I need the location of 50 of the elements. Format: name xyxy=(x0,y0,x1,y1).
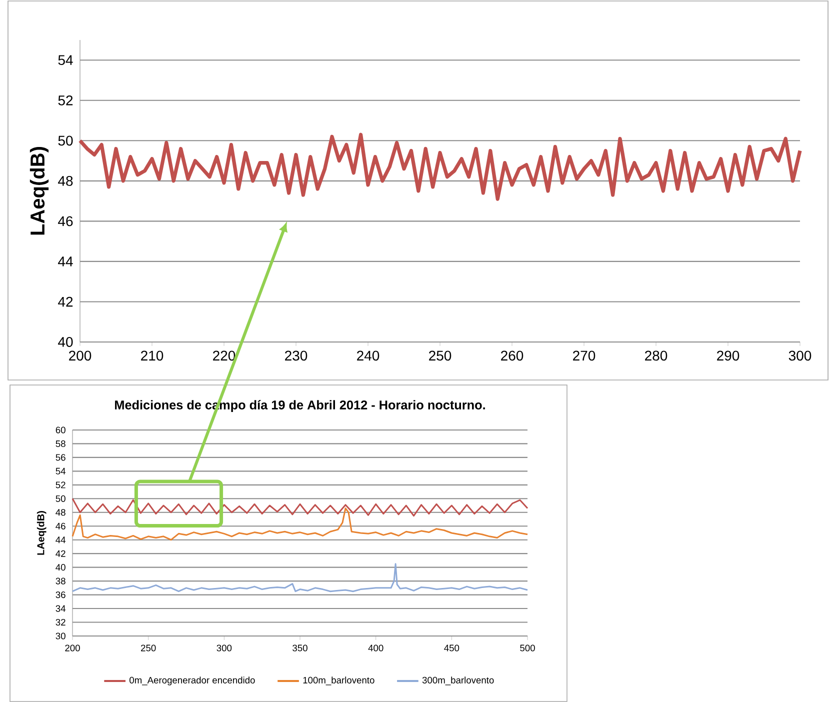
y-tick-label: 50 xyxy=(56,495,66,502)
y-tick-label: 44 xyxy=(58,256,73,266)
x-tick-label: 250 xyxy=(429,350,452,361)
y-tick-label: 48 xyxy=(58,176,73,186)
y-tick-label: 32 xyxy=(56,618,66,626)
x-tick-label: 290 xyxy=(717,350,740,361)
y-tick-label: 30 xyxy=(56,632,66,640)
legend-label: 300m_barlovento xyxy=(422,676,494,686)
x-tick-label: 500 xyxy=(520,644,535,652)
y-tick-label: 54 xyxy=(56,468,66,474)
x-tick-label: 270 xyxy=(573,350,596,361)
y-axis-title: LAeq(dB) xyxy=(36,511,46,555)
y-axis-title: LAeq(dB) xyxy=(30,146,49,235)
y-tick-label: 42 xyxy=(58,296,73,307)
y-tick-label: 46 xyxy=(56,522,66,530)
y-tick-label: 56 xyxy=(56,454,66,461)
x-tick-label: 300 xyxy=(216,644,232,652)
y-tick-label: 36 xyxy=(56,591,66,598)
y-tick-label: 42 xyxy=(56,550,66,557)
x-tick-label: 240 xyxy=(357,350,380,361)
line-series xyxy=(72,498,528,517)
y-tick-label: 54 xyxy=(58,55,73,66)
y-tick-label: 52 xyxy=(58,95,73,106)
x-tick-label: 400 xyxy=(368,644,384,652)
x-tick-label: 200 xyxy=(69,350,92,361)
x-tick-label: 250 xyxy=(141,644,156,652)
x-tick-label: 300 xyxy=(788,350,812,361)
x-tick-label: 350 xyxy=(292,644,308,652)
y-tick-label: 46 xyxy=(58,216,73,226)
y-tick-label: 44 xyxy=(56,536,66,544)
y-tick-label: 60 xyxy=(56,426,66,434)
x-tick-label: 200 xyxy=(65,644,80,652)
y-tick-label: 52 xyxy=(56,482,66,488)
y-tick-label: 40 xyxy=(56,564,66,571)
x-tick-label: 450 xyxy=(444,644,460,652)
line-series xyxy=(72,508,528,541)
y-tick-label: 58 xyxy=(56,440,66,448)
y-tick-label: 50 xyxy=(58,136,73,146)
x-tick-label: 210 xyxy=(141,350,164,361)
y-tick-label: 38 xyxy=(56,578,66,584)
x-tick-label: 220 xyxy=(213,350,236,361)
x-tick-label: 280 xyxy=(645,350,668,361)
y-tick-label: 48 xyxy=(56,509,66,516)
y-tick-label: 40 xyxy=(58,337,73,347)
legend-label: 100m_barlovento xyxy=(303,676,374,686)
x-tick-label: 230 xyxy=(285,350,308,361)
line-series xyxy=(78,132,802,201)
legend-label: 0m_Aerogenerador encendido xyxy=(130,676,255,686)
y-tick-label: 34 xyxy=(56,605,66,612)
x-tick-label: 260 xyxy=(501,350,524,361)
